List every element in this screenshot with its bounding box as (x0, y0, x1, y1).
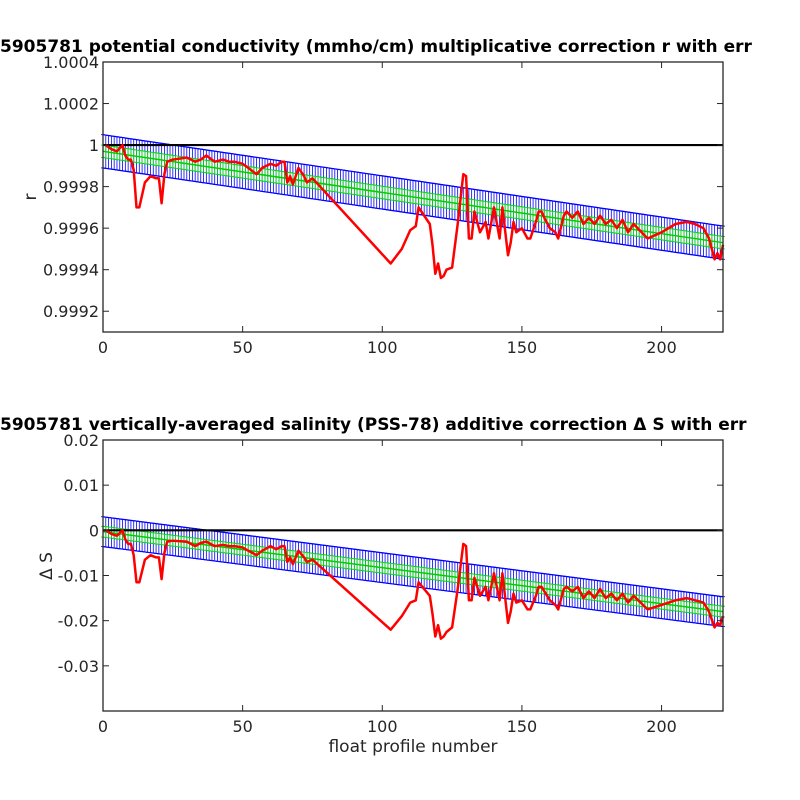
y-tick-label: 1 (89, 136, 99, 155)
x-tick-label: 200 (646, 338, 677, 357)
y-axis-label: r (21, 194, 41, 201)
x-tick-label: 0 (98, 717, 108, 736)
y-tick-label: -0.02 (58, 612, 99, 631)
y-tick-label: -0.03 (58, 657, 99, 676)
x-tick-label: 150 (507, 338, 538, 357)
axes-box (102, 61, 724, 333)
axis-ticks: 0 50 100 150 200 -0.03 -0.02 -0.01 0 0.01 0.02 (58, 431, 723, 736)
y-tick-label: 0.9994 (43, 261, 99, 280)
x-tick-label: 200 (646, 717, 677, 736)
x-tick-label: 100 (367, 717, 398, 736)
fit-line (102, 150, 724, 244)
y-tick-label: -0.01 (58, 567, 99, 586)
data-series-line (105, 529, 725, 640)
x-tick-label: 50 (232, 717, 252, 736)
x-tick-label: 150 (507, 717, 538, 736)
y-tick-label: 0.9998 (43, 178, 99, 197)
salinity-correction-panel: 5905781 vertically-averaged salinity (PS… (0, 415, 747, 757)
y-tick-label: 1.0004 (43, 53, 99, 72)
x-axis-label: float profile number (328, 737, 497, 757)
lower-error-line (102, 167, 724, 260)
x-tick-label: 100 (367, 338, 398, 357)
plot-content (101, 516, 725, 640)
axis-ticks: 0 50 100 150 200 0.9992 0.9994 0.9996 0.9998 1 1.0… (43, 53, 723, 357)
y-axis-label: Δ S (37, 552, 57, 580)
chart-title: 5905781 vertically-averaged salinity (PS… (0, 415, 747, 435)
y-tick-label: 1.0002 (43, 95, 99, 114)
data-series-line (105, 143, 725, 280)
y-tick-label: 0.9992 (43, 302, 99, 321)
x-tick-label: 50 (232, 338, 252, 357)
r-correction-panel: 5905781 potential conductivity (mmho/cm)… (0, 37, 752, 357)
plot-content (101, 134, 725, 280)
chart-title: 5905781 potential conductivity (mmho/cm)… (0, 37, 752, 57)
axes-box (102, 439, 724, 712)
y-tick-label: 0.01 (63, 476, 99, 495)
x-tick-label: 0 (98, 338, 108, 357)
y-tick-label: 0 (89, 521, 99, 540)
upper-error-line (102, 134, 724, 227)
y-tick-label: 0.9996 (43, 219, 99, 238)
lower-error-line (102, 545, 724, 628)
y-tick-label: 0.02 (63, 431, 99, 450)
